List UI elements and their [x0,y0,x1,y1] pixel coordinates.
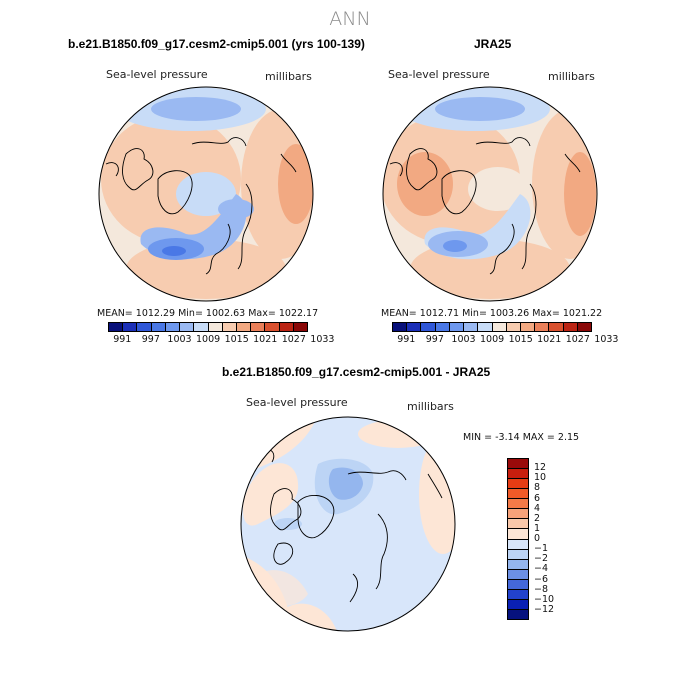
panel-1-units-label: millibars [265,70,312,83]
colorbar-swatch [508,559,528,570]
colorbar-tick-label: 991 [113,334,132,345]
panel-3-units-label: millibars [407,400,454,413]
colorbar-tick-label: −12 [534,603,555,615]
colorbar-swatch [549,323,564,331]
colorbar-swatch [508,469,528,480]
colorbar-swatch [508,589,528,600]
colorbar-swatch [535,323,550,331]
colorbar-tick-label: 1021 [537,334,562,345]
colorbar-swatch [194,323,209,331]
colorbar-tick-label: −1 [534,543,549,555]
colorbar-tick-label: 4 [534,502,541,514]
colorbar-swatch [577,323,592,331]
colorbar-tick-label: 1033 [310,334,335,345]
panel-3-polar-map [240,416,456,632]
colorbar-tick-label: −2 [534,553,549,565]
colorbar-tick-label: −8 [534,583,549,595]
colorbar-tick-label: 1003 [451,334,476,345]
panel-1-stats: MEAN= 1012.29 Min= 1002.63 Max= 1022.17 [97,308,319,319]
colorbar-swatch [520,323,536,331]
colorbar-swatch [435,323,450,331]
panel-2-units-label: millibars [548,70,595,83]
colorbar-tick-label: 1021 [253,334,278,345]
panel-2-polar-map [382,86,598,302]
colorbar-tick-label: −10 [534,593,555,605]
panel-1-polar-map [98,86,314,302]
panel-2-colorbar [392,322,592,332]
colorbar-swatch [279,323,294,331]
panel-3-title: b.e21.B1850.f09_g17.cesm2-cmip5.001 - JR… [222,365,491,379]
colorbar-tick-label: 1033 [594,334,619,345]
colorbar-tick-label: 6 [534,492,541,504]
colorbar-swatch [421,323,436,331]
colorbar-swatch [109,323,124,331]
colorbar-tick-label: 1009 [480,334,505,345]
colorbar-tick-label: 1009 [196,334,221,345]
colorbar-swatch [508,549,528,560]
figure-title: ANN [329,8,371,30]
colorbar-tick-label: 10 [534,472,547,484]
panel-1-colorbar [108,322,308,332]
colorbar-swatch [293,323,308,331]
colorbar-tick-label: 8 [534,482,541,494]
colorbar-tick-label: 1015 [508,334,533,345]
colorbar-swatch [236,323,252,331]
panel-2-colorbar-ticks: 991 997 1003 1009 1015 1021 1027 1033 [392,334,618,346]
colorbar-swatch [492,323,507,331]
colorbar-tick-label: −6 [534,573,549,585]
colorbar-swatch [464,323,479,331]
colorbar-swatch [508,609,528,619]
panel-2-title: JRA25 [474,37,512,51]
colorbar-swatch [407,323,422,331]
colorbar-swatch [508,529,528,540]
colorbar-tick-label: −4 [534,563,549,575]
colorbar-swatch [508,459,528,470]
colorbar-tick-label: 12 [534,462,547,474]
panel-1-colorbar-ticks: 991 997 1003 1009 1015 1021 1027 1033 [108,334,334,346]
colorbar-swatch [123,323,138,331]
colorbar-swatch [508,579,528,590]
colorbar-swatch [165,323,181,331]
colorbar-tick-label: 1015 [224,334,249,345]
colorbar-swatch [508,479,528,490]
colorbar-swatch [208,323,223,331]
colorbar-swatch [506,323,521,331]
colorbar-swatch [180,323,195,331]
panel-3-variable-label: Sea-level pressure [246,396,348,409]
colorbar-swatch [508,499,528,510]
colorbar-swatch [508,569,528,580]
colorbar-tick-label: 0 [534,533,541,544]
colorbar-swatch [508,539,528,550]
colorbar-swatch [151,323,166,331]
colorbar-swatch [478,323,493,331]
colorbar-tick-label: 1003 [167,334,192,345]
colorbar-swatch [508,509,528,520]
colorbar-swatch [393,323,408,331]
colorbar-swatch [508,489,528,500]
colorbar-swatch [222,323,237,331]
colorbar-swatch [137,323,152,331]
colorbar-tick-label: 997 [141,334,160,345]
colorbar-tick-label: 1027 [565,334,590,345]
colorbar-swatch [563,323,578,331]
colorbar-tick-label: 2 [534,512,541,524]
colorbar-tick-label: 1 [534,522,541,534]
colorbar-swatch [508,599,528,610]
panel-1-title: b.e21.B1850.f09_g17.cesm2-cmip5.001 (yrs… [68,37,365,51]
colorbar-tick-label: 1027 [281,334,306,345]
colorbar-swatch [508,519,528,530]
panel-3-colorbar-ticks: 12 10 8 6 4 2 1 0 −1 −2 −4 −6 −8 −10 −12 [534,458,574,620]
colorbar-swatch [265,323,280,331]
colorbar-swatch [251,323,266,331]
panel-3-stats: MIN = -3.14 MAX = 2.15 [463,432,580,443]
panel-2-stats: MEAN= 1012.71 Min= 1003.26 Max= 1021.22 [381,308,603,319]
panel-1-variable-label: Sea-level pressure [106,68,208,81]
colorbar-tick-label: 991 [397,334,416,345]
colorbar-tick-label: 997 [425,334,444,345]
panel-2-variable-label: Sea-level pressure [388,68,490,81]
panel-3-colorbar [507,458,529,620]
colorbar-swatch [449,323,465,331]
